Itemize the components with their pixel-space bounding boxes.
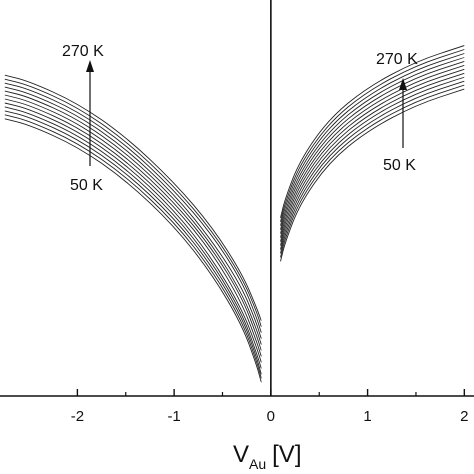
series-line-9-positive: [280, 53, 465, 226]
series-line-6-negative: [4, 98, 262, 357]
series-line-0-negative: [4, 74, 262, 322]
series-line-4-negative: [4, 90, 262, 345]
x-tick-label: 1: [363, 408, 371, 425]
x-axis-label-unit: [V]: [272, 441, 301, 468]
arrow-left: [86, 60, 94, 166]
series-line-0-positive: [280, 88, 465, 262]
annotation-left-top: 270 K: [62, 43, 104, 60]
x-tick-label: 2: [460, 408, 468, 425]
series-line-7-negative: [4, 102, 262, 363]
series-line-10-positive: [280, 49, 465, 222]
series-line-11-positive: [280, 45, 465, 218]
series-line-6-positive: [280, 64, 465, 238]
series-line-11-negative: [4, 118, 262, 383]
chart-curves: [4, 45, 465, 383]
x-axis-label-sub: Au: [249, 456, 266, 472]
series-line-7-positive: [280, 60, 465, 234]
series-line-1-negative: [4, 78, 262, 328]
series-line-3-negative: [4, 86, 262, 340]
series-line-8-negative: [4, 106, 262, 369]
annotation-right-top: 270 K: [376, 51, 418, 68]
series-line-2-negative: [4, 82, 262, 334]
svg-text:VAu[V]: VAu [V]: [233, 441, 301, 472]
x-tick-label: 0: [267, 408, 275, 425]
chart-axes: -2 -1 0 1 2: [0, 0, 474, 425]
series-line-4-positive: [280, 72, 465, 246]
arrow-right: [399, 78, 407, 148]
x-axis-label-var: V: [233, 441, 249, 468]
annotation-right-bottom: 50 K: [383, 157, 416, 174]
series-line-5-positive: [280, 68, 465, 242]
series-line-2-positive: [280, 80, 465, 254]
x-tick-label: -1: [167, 408, 180, 425]
annotation-left-bottom: 50 K: [70, 177, 103, 194]
series-line-10-negative: [4, 114, 262, 379]
x-tick-label: -2: [71, 408, 84, 425]
series-line-3-positive: [280, 76, 465, 250]
series-line-1-positive: [280, 84, 465, 258]
series-line-9-negative: [4, 110, 262, 375]
chart-annotations: 270 K 50 K 270 K 50 K: [62, 43, 418, 194]
x-axis-label: VAu [V]: [233, 441, 301, 472]
series-line-8-positive: [280, 56, 465, 230]
series-line-5-negative: [4, 94, 262, 351]
